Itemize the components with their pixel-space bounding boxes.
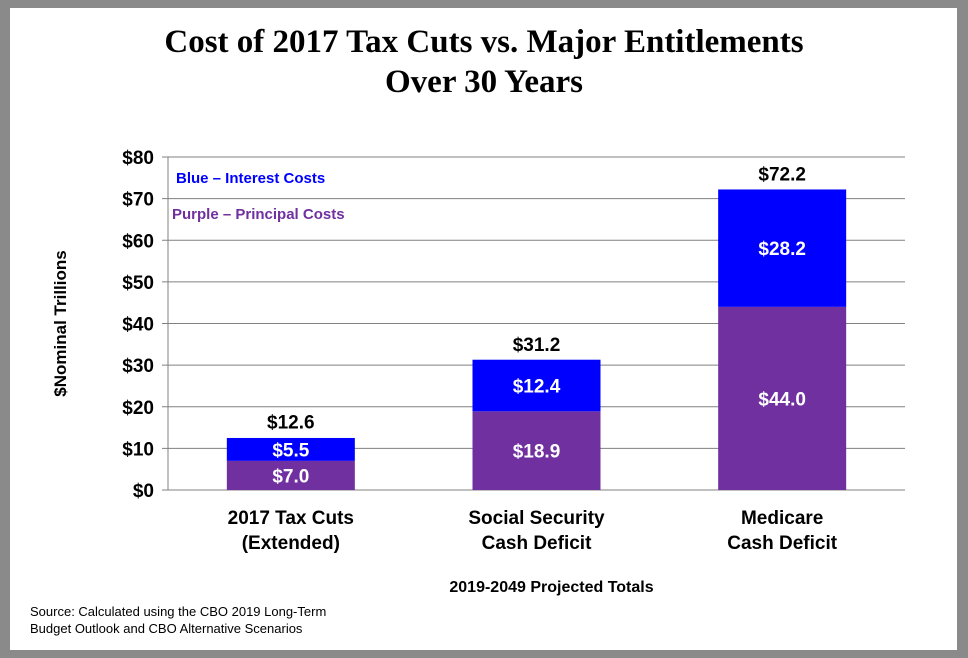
x-category-label: 2017 Tax Cuts <box>228 508 354 529</box>
y-tick-label: $20 <box>122 398 154 419</box>
legend-entry: Blue – Interest Costs <box>176 170 325 187</box>
y-tick-label: $40 <box>122 315 154 336</box>
bar-segment <box>718 306 847 490</box>
x-category-label: Cash Deficit <box>482 533 592 554</box>
bar-total-label: $31.2 <box>513 335 561 356</box>
bar-segment <box>472 359 601 412</box>
bar-value-label: $7.0 <box>272 466 309 487</box>
x-category-label: (Extended) <box>242 533 340 554</box>
bar-total-label: $72.2 <box>758 164 806 185</box>
bar-segment <box>718 189 847 307</box>
bar-segment <box>472 411 601 490</box>
x-category-label: Social Security <box>468 508 605 529</box>
bar-segment <box>226 460 355 490</box>
y-tick-label: $80 <box>122 148 154 169</box>
legend-entry: Purple – Principal Costs <box>172 206 345 223</box>
y-tick-label: $70 <box>122 190 154 211</box>
source-line-1: Source: Calculated using the CBO 2019 Lo… <box>30 604 327 619</box>
chart-title-line-1: Cost of 2017 Tax Cuts vs. Major Entitlem… <box>164 24 804 60</box>
x-axis-title: 2019-2049 Projected Totals <box>449 579 653 596</box>
bar-segment <box>226 437 355 461</box>
bar-value-label: $18.9 <box>513 442 561 463</box>
y-axis-title: $Nominal Trillions <box>51 250 70 396</box>
chart-title-line-2: Over 30 Years <box>385 64 583 100</box>
bar-value-label: $44.0 <box>758 389 806 410</box>
bar-value-label: $28.2 <box>758 239 806 260</box>
source-line-2: Budget Outlook and CBO Alternative Scena… <box>30 621 303 636</box>
y-tick-label: $30 <box>122 356 154 377</box>
source-note: Source: Calculated using the CBO 2019 Lo… <box>30 603 326 637</box>
chart-title: Cost of 2017 Tax Cuts vs. Major Entitlem… <box>0 22 968 102</box>
y-tick-label: $0 <box>133 481 154 502</box>
x-category-label: Cash Deficit <box>727 533 837 554</box>
bar-value-label: $12.4 <box>513 377 561 398</box>
y-tick-label: $50 <box>122 273 154 294</box>
bar-value-label: $5.5 <box>272 440 309 461</box>
y-tick-label: $10 <box>122 439 154 460</box>
y-tick-label: $60 <box>122 231 154 252</box>
x-category-label: Medicare <box>741 508 823 529</box>
bar-total-label: $12.6 <box>267 413 315 434</box>
